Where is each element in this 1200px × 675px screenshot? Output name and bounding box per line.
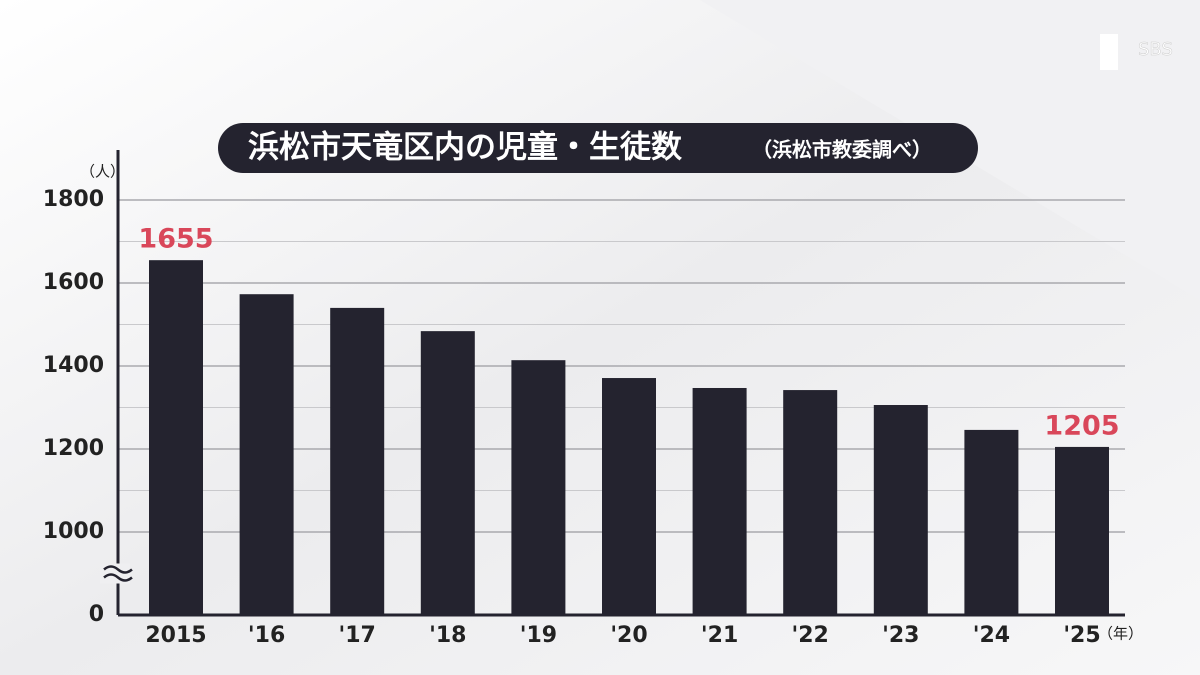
bar: [149, 260, 203, 615]
y-tick-label: 0: [89, 602, 104, 627]
y-tick-label: 1600: [43, 270, 104, 295]
x-tick-label: '23: [882, 623, 919, 648]
x-tick-label: '24: [973, 623, 1010, 648]
value-label: 1655: [138, 224, 213, 255]
x-tick-label: '16: [248, 623, 285, 648]
bar: [1055, 446, 1109, 615]
bar: [511, 360, 566, 615]
logo: SBS: [1138, 39, 1173, 60]
bar: [420, 331, 475, 615]
x-tick-label: '18: [429, 623, 466, 648]
y-tick-label: 1400: [43, 353, 104, 378]
axis-break: [103, 565, 133, 582]
bar: [239, 294, 294, 615]
logo-mark: [1100, 34, 1118, 70]
x-tick-label: '17: [339, 623, 376, 648]
x-tick-label: '21: [701, 623, 738, 648]
x-axis-label: （年）: [1098, 625, 1143, 643]
bar: [873, 405, 928, 615]
bar: [330, 307, 385, 615]
x-tick-label: 2015: [145, 623, 206, 648]
chart-subtitle: （浜松市教委調べ）: [752, 138, 932, 162]
bar: [602, 378, 656, 615]
y-tick-label: 1800: [43, 187, 104, 212]
x-tick-label: '19: [520, 623, 557, 648]
x-tick-label: '20: [610, 623, 647, 648]
bar: [964, 429, 1019, 615]
bar: [692, 387, 747, 615]
y-tick-label: 1200: [43, 436, 104, 461]
x-tick-label: '22: [792, 623, 829, 648]
chart-title: 浜松市天竜区内の児童・生徒数: [248, 130, 682, 166]
bar: [783, 390, 838, 615]
value-label: 1205: [1044, 410, 1119, 441]
y-tick-label: 1000: [43, 519, 104, 544]
x-tick-label: '25: [1063, 623, 1100, 648]
y-axis-label: （人）: [80, 163, 125, 181]
title-pill: [218, 123, 978, 173]
